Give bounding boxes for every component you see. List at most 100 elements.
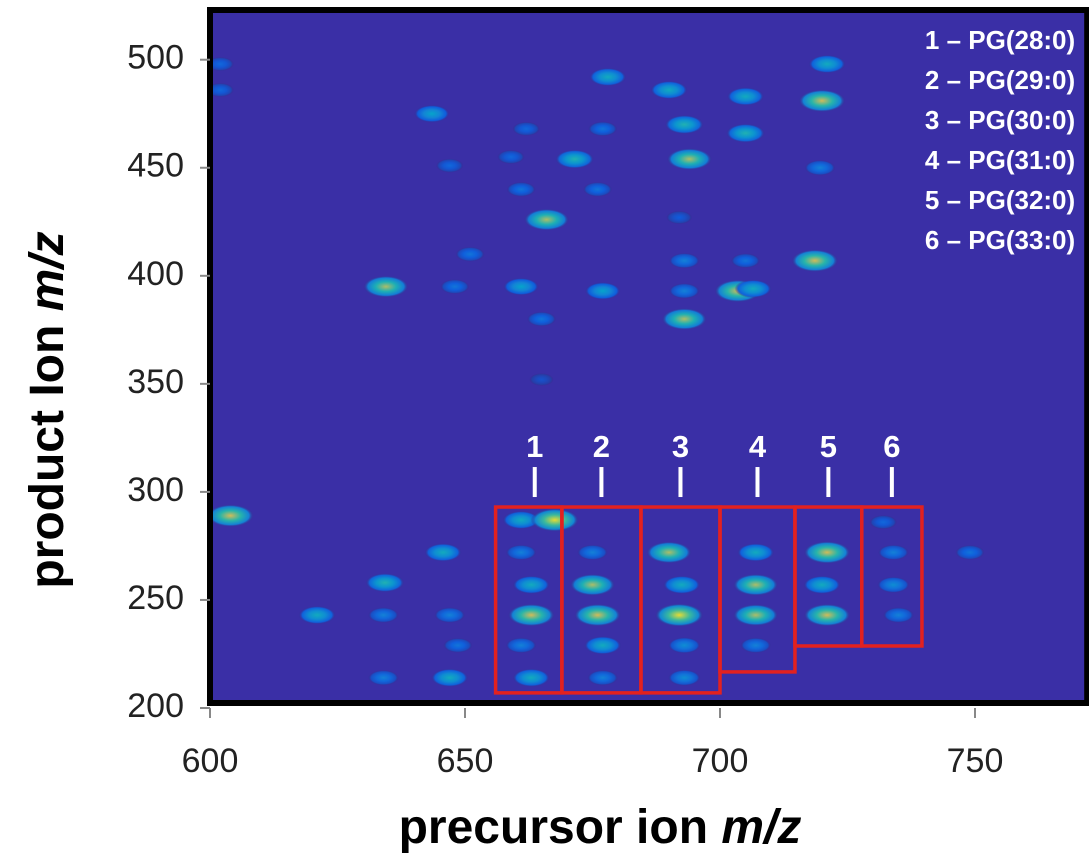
y-axis-label: product Ion m/z (21, 231, 74, 588)
spot (803, 575, 841, 595)
spot (210, 82, 234, 98)
spot (424, 543, 462, 562)
spot (503, 277, 539, 296)
spot (791, 249, 839, 272)
spot (650, 80, 688, 100)
x-tick-label: 750 (947, 742, 1004, 780)
spot (569, 573, 616, 596)
spot (808, 54, 846, 74)
box-label: 1 (526, 429, 543, 464)
spot (363, 275, 409, 298)
spot (655, 603, 704, 627)
box-label: 4 (749, 429, 767, 464)
y-tick-label: 400 (127, 255, 184, 293)
spot (726, 123, 765, 143)
x-tick-label: 700 (692, 742, 749, 780)
spot (502, 510, 540, 530)
legend-entry: 1 – PG(28:0) (925, 25, 1075, 55)
spot (804, 159, 836, 176)
spot (435, 158, 464, 173)
spot (646, 541, 692, 564)
spot (737, 543, 775, 562)
spot (431, 668, 469, 687)
spot (512, 668, 550, 687)
spot (584, 636, 622, 655)
spot (497, 149, 525, 165)
spot (869, 515, 897, 530)
spot (455, 246, 485, 262)
x-tick-label: 650 (437, 742, 494, 780)
spot (574, 603, 621, 627)
spot (529, 373, 554, 386)
spot (668, 669, 701, 686)
y-tick-label: 250 (127, 579, 184, 617)
spot (584, 282, 621, 300)
spot (577, 544, 608, 561)
spot (661, 308, 707, 330)
y-axis-label-text: product Ion (21, 325, 74, 589)
spot (668, 637, 701, 654)
spot (803, 541, 851, 564)
plot-frame (207, 7, 1089, 706)
spot (663, 575, 701, 595)
spot (878, 544, 909, 561)
spot (368, 607, 399, 623)
legend-entry: 4 – PG(31:0) (925, 145, 1075, 175)
spot (666, 210, 693, 225)
y-tick-label: 450 (127, 147, 184, 185)
x-axis-label-text: precursor ion (399, 801, 708, 854)
legend-entry: 5 – PG(32:0) (925, 185, 1075, 215)
box-label: 5 (820, 429, 837, 464)
y-tick-label: 200 (127, 687, 184, 725)
spot (555, 149, 595, 169)
spot (368, 669, 399, 686)
spot (210, 56, 234, 72)
spot (588, 121, 618, 137)
plot-background (210, 10, 1088, 703)
x-axis-label: precursor ion m/z (399, 801, 802, 854)
spot (733, 573, 779, 596)
spot (443, 637, 473, 653)
spot (803, 603, 851, 627)
box-label: 6 (883, 429, 900, 464)
spot (210, 504, 254, 527)
spot (798, 89, 846, 113)
spot (512, 575, 550, 595)
y-tick-label: 300 (127, 471, 184, 509)
legend-entry: 6 – PG(33:0) (925, 225, 1075, 255)
spot (524, 208, 570, 231)
spot (298, 605, 336, 625)
box-label: 3 (672, 429, 689, 464)
spot (734, 279, 772, 298)
spot (526, 311, 557, 327)
spot (668, 283, 700, 299)
spots (210, 54, 985, 687)
spot (740, 637, 772, 654)
spot (365, 573, 405, 593)
spot (414, 104, 450, 123)
highlight-box (860, 505, 924, 648)
spot (434, 607, 466, 623)
spot (664, 114, 704, 135)
x-tick-label: 600 (182, 742, 239, 780)
box-label: 2 (593, 429, 610, 464)
spot (733, 604, 779, 627)
spot (583, 181, 613, 197)
spot (955, 544, 985, 560)
spot (440, 279, 470, 295)
spot (668, 252, 700, 269)
x-axis-label-unit: m/z (721, 801, 801, 854)
spot (505, 637, 537, 654)
spot (877, 576, 910, 593)
spot (883, 607, 914, 623)
spot (730, 253, 761, 269)
spot (530, 508, 579, 532)
spot (589, 67, 627, 87)
spot (666, 148, 713, 171)
legend-entry: 2 – PG(29:0) (925, 65, 1075, 95)
spot (506, 181, 536, 197)
y-tick-label: 350 (127, 363, 184, 401)
legend-entry: 3 – PG(30:0) (925, 105, 1075, 135)
spot (587, 669, 619, 686)
